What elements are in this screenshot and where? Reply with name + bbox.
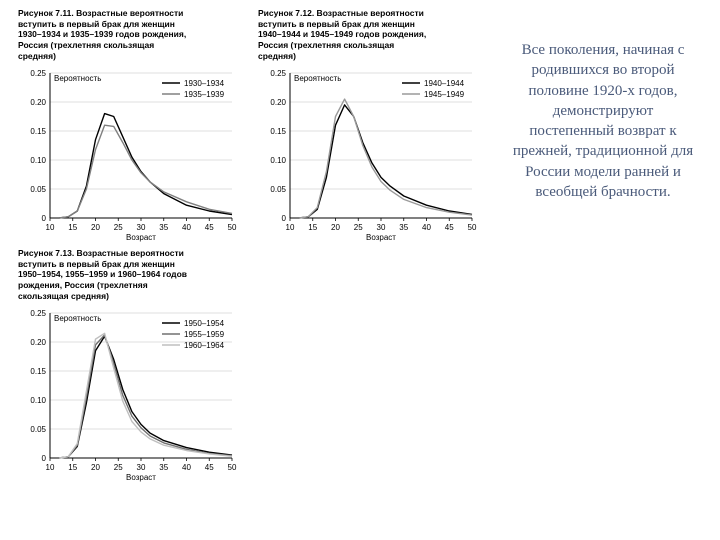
svg-text:45: 45 (205, 463, 214, 472)
svg-text:50: 50 (228, 463, 237, 472)
svg-text:0: 0 (42, 214, 47, 223)
svg-text:40: 40 (182, 223, 191, 232)
svg-text:1945–1949: 1945–1949 (424, 90, 465, 99)
svg-text:Вероятность: Вероятность (54, 74, 101, 83)
svg-text:10: 10 (46, 223, 55, 232)
svg-text:Возраст: Возраст (126, 473, 156, 482)
svg-text:20: 20 (331, 223, 340, 232)
page: Рисунок 7.11. Возрастные вероятности вст… (0, 0, 720, 540)
svg-text:1940–1944: 1940–1944 (424, 79, 465, 88)
svg-text:20: 20 (91, 223, 100, 232)
svg-text:25: 25 (114, 223, 123, 232)
svg-text:50: 50 (468, 223, 477, 232)
svg-text:35: 35 (159, 223, 168, 232)
chart-712: Рисунок 7.12. Возрастные вероятности вст… (258, 8, 490, 242)
svg-text:0.15: 0.15 (30, 367, 46, 376)
charts-row-top: Рисунок 7.11. Возрастные вероятности вст… (18, 8, 494, 248)
svg-text:1955–1959: 1955–1959 (184, 330, 225, 339)
svg-text:0.25: 0.25 (270, 69, 286, 78)
svg-text:10: 10 (46, 463, 55, 472)
svg-text:0.20: 0.20 (30, 338, 46, 347)
svg-text:15: 15 (68, 463, 77, 472)
svg-text:45: 45 (445, 223, 454, 232)
side-paragraph: Все поколения, начиная с родившихся во в… (510, 40, 696, 202)
svg-text:1950–1954: 1950–1954 (184, 319, 225, 328)
side-text-column: Все поколения, начиная с родившихся во в… (500, 0, 720, 540)
svg-text:30: 30 (377, 223, 386, 232)
svg-text:1960–1964: 1960–1964 (184, 341, 225, 350)
svg-text:0.05: 0.05 (270, 185, 286, 194)
chart-711-title: Рисунок 7.11. Возрастные вероятности вст… (18, 8, 250, 61)
svg-text:0.05: 0.05 (30, 425, 46, 434)
chart-711-plot: 0 0.05 0.10 0.15 0.20 0.25 Вероятность 10 15 20 25… (18, 67, 238, 242)
svg-text:Возраст: Возраст (366, 233, 396, 242)
svg-text:1935–1939: 1935–1939 (184, 90, 225, 99)
chart-712-plot: 0 0.05 0.10 0.15 0.20 0.25 Вероятность 10 15 20 25… (258, 67, 478, 242)
svg-text:25: 25 (354, 223, 363, 232)
svg-text:0: 0 (282, 214, 287, 223)
svg-text:40: 40 (182, 463, 191, 472)
svg-text:0.10: 0.10 (30, 156, 46, 165)
svg-text:25: 25 (114, 463, 123, 472)
svg-text:0.20: 0.20 (30, 98, 46, 107)
svg-text:0: 0 (42, 454, 47, 463)
svg-text:40: 40 (422, 223, 431, 232)
chart-713: Рисунок 7.13. Возрастные вероятности вст… (18, 248, 250, 482)
svg-text:1930–1934: 1930–1934 (184, 79, 225, 88)
svg-text:0.10: 0.10 (30, 396, 46, 405)
chart-712-title: Рисунок 7.12. Возрастные вероятности вст… (258, 8, 490, 61)
svg-text:35: 35 (159, 463, 168, 472)
svg-text:0.25: 0.25 (30, 69, 46, 78)
svg-text:0.05: 0.05 (30, 185, 46, 194)
svg-text:0.15: 0.15 (30, 127, 46, 136)
svg-text:20: 20 (91, 463, 100, 472)
svg-text:Возраст: Возраст (126, 233, 156, 242)
svg-text:10: 10 (286, 223, 295, 232)
svg-text:0.25: 0.25 (30, 309, 46, 318)
chart-713-plot: 0 0.05 0.10 0.15 0.20 0.25 Вероятность 10 15 20 25… (18, 307, 238, 482)
svg-text:30: 30 (137, 463, 146, 472)
svg-text:50: 50 (228, 223, 237, 232)
chart-711: Рисунок 7.11. Возрастные вероятности вст… (18, 8, 250, 242)
chart-713-title: Рисунок 7.13. Возрастные вероятности вст… (18, 248, 250, 301)
charts-row-bottom: Рисунок 7.13. Возрастные вероятности вст… (18, 248, 494, 488)
svg-text:Вероятность: Вероятность (54, 314, 101, 323)
svg-text:35: 35 (399, 223, 408, 232)
svg-text:0.15: 0.15 (270, 127, 286, 136)
charts-column: Рисунок 7.11. Возрастные вероятности вст… (0, 0, 500, 540)
svg-text:Вероятность: Вероятность (294, 74, 341, 83)
svg-text:0.20: 0.20 (270, 98, 286, 107)
svg-text:0.10: 0.10 (270, 156, 286, 165)
svg-text:15: 15 (68, 223, 77, 232)
svg-text:30: 30 (137, 223, 146, 232)
svg-text:15: 15 (308, 223, 317, 232)
svg-text:45: 45 (205, 223, 214, 232)
